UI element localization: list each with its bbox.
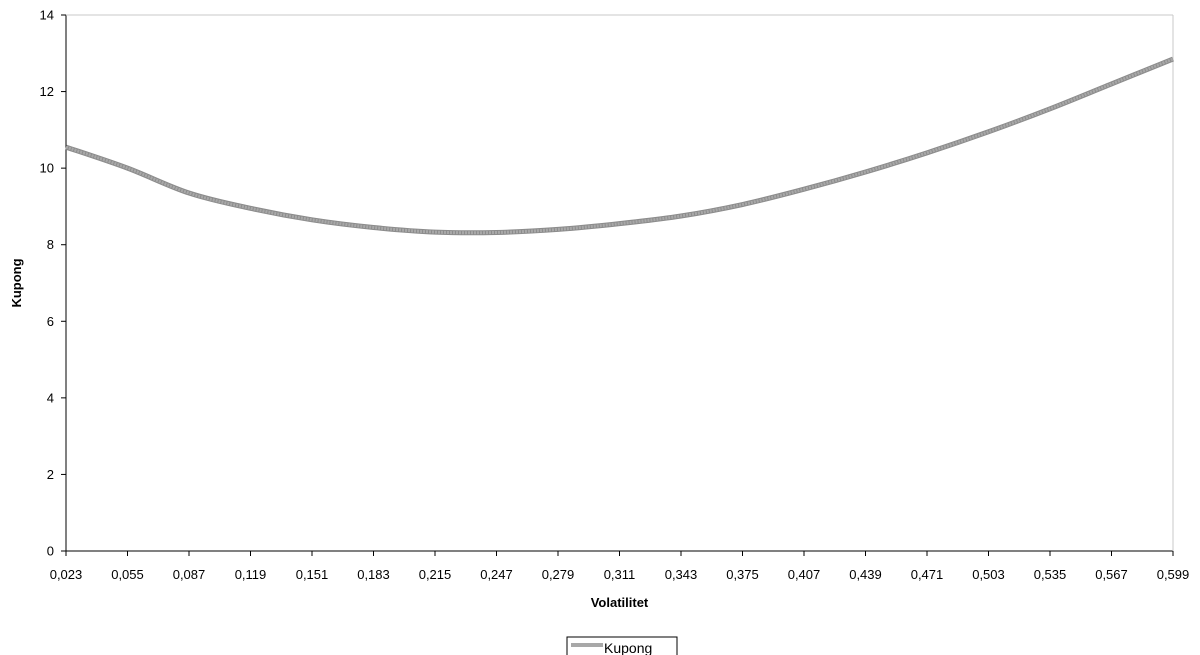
x-tick-label: 0,471: [911, 567, 944, 582]
x-tick-label: 0,215: [419, 567, 452, 582]
legend-label-kupong: Kupong: [604, 640, 652, 655]
x-tick-label: 0,151: [296, 567, 329, 582]
x-axis-title: Volatilitet: [591, 595, 649, 610]
x-tick-label: 0,343: [665, 567, 698, 582]
x-tick-label: 0,247: [480, 567, 513, 582]
x-tick-label: 0,375: [726, 567, 759, 582]
y-tick-label: 14: [40, 8, 54, 23]
legend: Kupong: [566, 636, 678, 655]
x-tick-label: 0,535: [1034, 567, 1067, 582]
x-tick-label: 0,023: [50, 567, 83, 582]
x-tick-label: 0,567: [1095, 567, 1128, 582]
x-tick-label: 0,503: [972, 567, 1005, 582]
series-line-outline-kupong: [65, 56, 1174, 236]
x-tick-label: 0,087: [173, 567, 206, 582]
y-tick-label: 6: [47, 314, 54, 329]
x-tick-label: 0,279: [542, 567, 575, 582]
y-axis-title: Kupong: [9, 258, 24, 307]
y-tick-label: 4: [47, 390, 54, 405]
y-tick-label: 0: [47, 544, 54, 559]
y-tick-label: 12: [40, 84, 54, 99]
x-tick-label: 0,599: [1157, 567, 1190, 582]
plot-area: [65, 14, 1174, 551]
x-tick-label: 0,055: [111, 567, 144, 582]
x-tick-label: 0,183: [357, 567, 390, 582]
x-tick-label: 0,407: [788, 567, 821, 582]
x-tick-label: 0,311: [604, 567, 636, 582]
x-tick-label: 0,119: [235, 567, 267, 582]
y-axis: 0 2 4 6 8 10 12 14: [40, 8, 67, 559]
x-tick-label: 0,439: [849, 567, 882, 582]
y-tick-label: 2: [47, 467, 54, 482]
y-tick-label: 8: [47, 237, 54, 252]
y-tick-label: 10: [40, 161, 54, 176]
legend-box: [566, 636, 678, 655]
x-axis: 0,023 0,055 0,087 0,119 0,151 0,183 0,215 0,247…: [50, 550, 1190, 582]
